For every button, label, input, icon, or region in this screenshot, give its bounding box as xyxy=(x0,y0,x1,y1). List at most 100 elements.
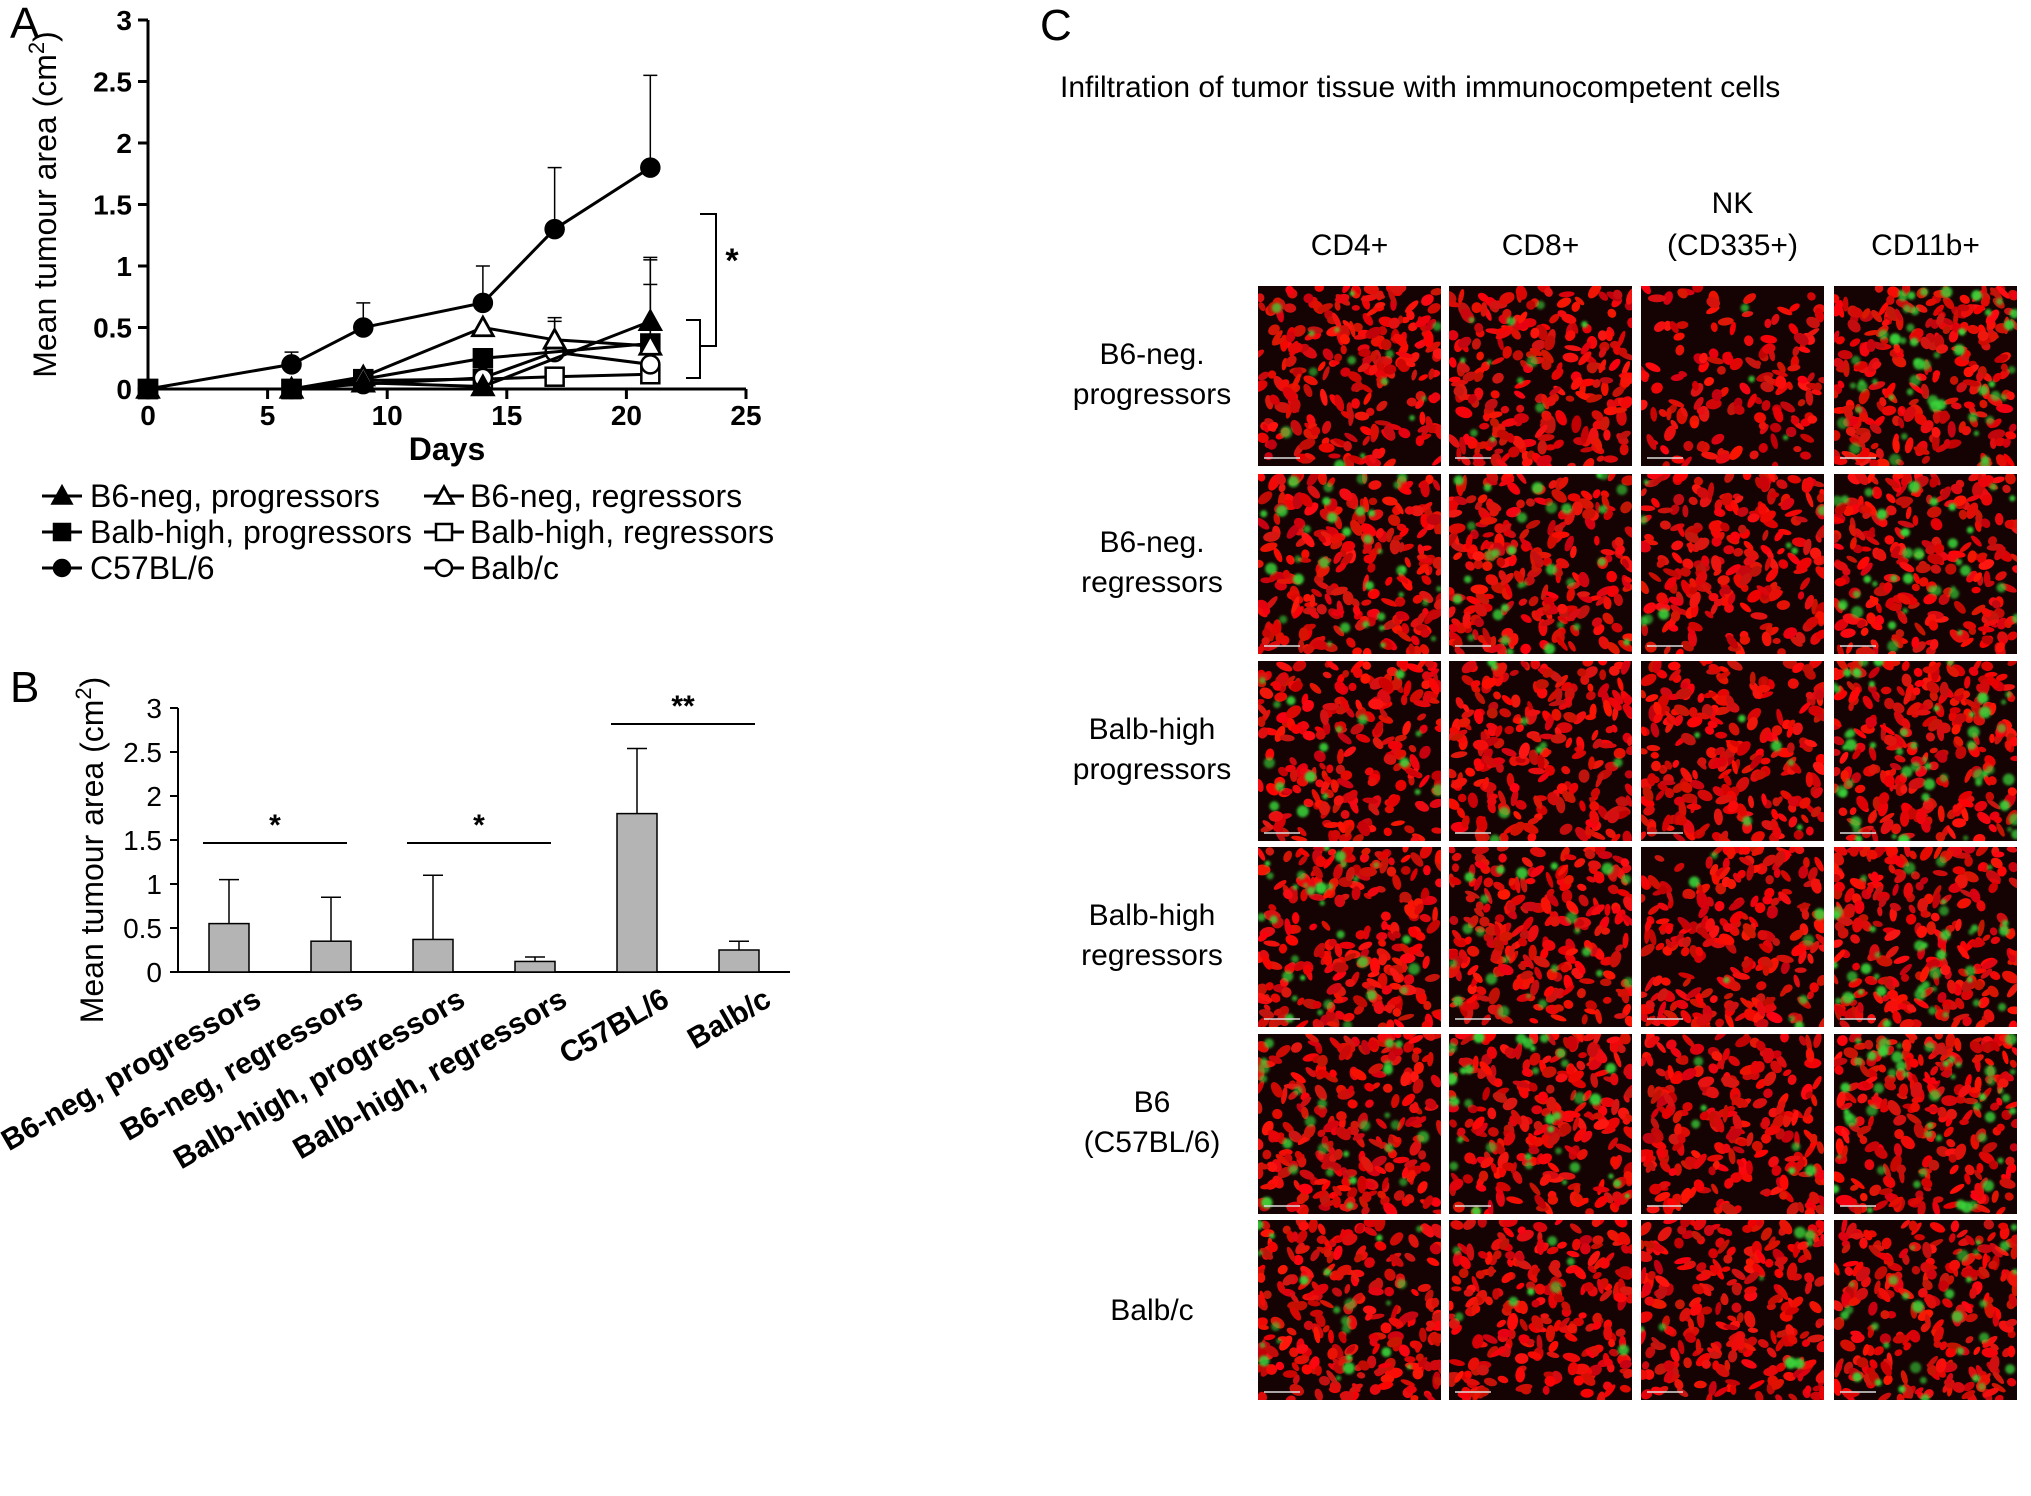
nucleus xyxy=(1846,681,1856,691)
nucleus xyxy=(1506,902,1516,912)
nucleus xyxy=(1884,929,1901,941)
nucleus xyxy=(1955,746,1967,760)
marker-signal xyxy=(1887,640,1899,652)
nucleus xyxy=(1952,322,1962,333)
marker-signal xyxy=(1449,1096,1459,1107)
nucleus xyxy=(1704,610,1714,619)
nucleus xyxy=(1520,643,1531,654)
nucleus xyxy=(1580,447,1594,453)
marker-signal xyxy=(1581,947,1592,957)
marker-signal xyxy=(1581,321,1588,328)
nucleus xyxy=(1348,409,1354,427)
micrograph-tile xyxy=(1641,1034,1824,1214)
nucleus xyxy=(1578,894,1589,907)
nucleus xyxy=(1641,689,1647,699)
marker-signal xyxy=(1914,988,1926,1001)
marker-signal xyxy=(1377,548,1383,554)
nucleus xyxy=(1258,1138,1264,1150)
nucleus xyxy=(1297,1156,1307,1168)
marker-signal xyxy=(1452,996,1464,1007)
nucleus xyxy=(1498,853,1507,863)
marker-signal xyxy=(1547,1125,1555,1133)
nucleus xyxy=(1834,533,1840,543)
nucleus xyxy=(1419,745,1431,759)
nucleus xyxy=(1963,621,1977,630)
nucleus xyxy=(2012,565,2017,574)
marker-signal xyxy=(1502,955,1511,964)
nucleus xyxy=(1467,394,1477,404)
nucleus xyxy=(1641,726,1647,737)
nucleus xyxy=(1788,816,1798,828)
nucleus xyxy=(1432,1034,1441,1040)
nucleus xyxy=(1782,984,1793,994)
marker-signal xyxy=(1658,608,1670,620)
nucleus xyxy=(1735,776,1750,793)
legend-label: Balb-high, regressors xyxy=(470,514,774,550)
nucleus xyxy=(1941,317,1954,326)
nucleus xyxy=(1813,919,1824,934)
nucleus xyxy=(1780,1034,1789,1043)
marker-signal xyxy=(1561,503,1573,515)
nucleus xyxy=(1404,506,1415,515)
nucleus xyxy=(1600,1097,1616,1107)
nucleus xyxy=(1911,636,1920,649)
nucleus xyxy=(1862,695,1873,710)
marker-signal xyxy=(1868,681,1875,688)
nucleus xyxy=(1335,562,1347,573)
marker-signal xyxy=(1688,876,1700,888)
nucleus xyxy=(2009,736,2017,747)
marker-signal xyxy=(2012,613,2017,624)
nucleus xyxy=(1697,693,1705,703)
nucleus xyxy=(1988,333,1999,340)
legend-label: Balb-high, progressors xyxy=(90,514,412,550)
nucleus xyxy=(1854,784,1866,794)
nucleus xyxy=(1644,976,1655,992)
marker-signal xyxy=(1967,726,1980,739)
nucleus xyxy=(1520,661,1528,669)
nucleus xyxy=(1992,372,2002,383)
nucleus xyxy=(1712,786,1724,797)
micrograph-tile xyxy=(1641,661,1824,841)
nucleus xyxy=(1431,827,1441,834)
nucleus xyxy=(1921,455,1931,464)
legend-item-balb-c: Balb/c xyxy=(424,550,559,586)
nucleus xyxy=(1511,821,1525,836)
tile-content xyxy=(1641,661,1824,841)
nucleus xyxy=(1834,717,1842,728)
marker-c57bl-6 xyxy=(52,558,72,578)
nucleus xyxy=(1534,424,1548,438)
micrograph-tile xyxy=(1258,474,1441,654)
nucleus xyxy=(1964,676,1971,689)
marker-signal xyxy=(1308,367,1318,377)
marker-signal xyxy=(1565,911,1578,924)
marker-signal xyxy=(1280,426,1293,439)
nucleus xyxy=(1478,1170,1489,1182)
nucleus xyxy=(1368,608,1380,618)
nucleus xyxy=(1561,313,1577,324)
nucleus xyxy=(1334,681,1347,694)
nucleus xyxy=(1383,1202,1398,1214)
nucleus xyxy=(1760,510,1776,523)
nucleus xyxy=(1534,1194,1546,1209)
marker-signal xyxy=(1990,390,2001,401)
nucleus xyxy=(1262,628,1271,638)
nucleus xyxy=(1409,1103,1419,1114)
micrograph-tile xyxy=(1258,847,1441,1027)
nucleus xyxy=(1414,341,1424,348)
nucleus xyxy=(1764,557,1771,572)
nucleus xyxy=(1884,382,1896,398)
nucleus xyxy=(1776,708,1784,726)
nucleus xyxy=(1507,481,1521,495)
nucleus xyxy=(1394,749,1407,760)
nucleus xyxy=(1549,916,1561,927)
nucleus xyxy=(1878,792,1890,805)
marker-balb-c xyxy=(434,558,454,578)
nucleus xyxy=(1689,779,1705,790)
nucleus xyxy=(1988,824,1997,833)
nucleus xyxy=(1359,866,1378,877)
nucleus xyxy=(1866,474,1876,484)
marker-signal xyxy=(1920,287,1929,297)
nucleus xyxy=(1793,446,1802,453)
nucleus xyxy=(1623,896,1632,911)
nucleus xyxy=(1739,847,1751,855)
